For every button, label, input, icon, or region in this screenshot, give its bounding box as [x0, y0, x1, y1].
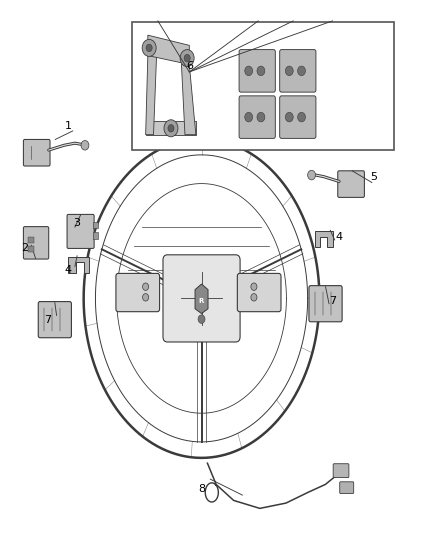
FancyBboxPatch shape [23, 140, 50, 166]
Circle shape [142, 283, 148, 290]
FancyBboxPatch shape [309, 286, 342, 322]
Circle shape [198, 315, 205, 324]
FancyBboxPatch shape [340, 482, 354, 494]
Text: R: R [199, 298, 204, 304]
Circle shape [180, 50, 194, 67]
Circle shape [142, 39, 156, 56]
Circle shape [251, 283, 257, 290]
Circle shape [257, 112, 265, 122]
Text: 4: 4 [65, 265, 72, 275]
Circle shape [297, 112, 305, 122]
Circle shape [257, 66, 265, 76]
Polygon shape [84, 139, 319, 458]
Circle shape [142, 294, 148, 301]
FancyBboxPatch shape [333, 464, 349, 478]
Polygon shape [181, 64, 196, 135]
Text: 5: 5 [371, 172, 378, 182]
Text: 7: 7 [329, 296, 336, 306]
Text: 1: 1 [65, 120, 72, 131]
Text: 2: 2 [21, 243, 28, 253]
Text: 8: 8 [198, 484, 205, 494]
Circle shape [245, 66, 253, 76]
FancyBboxPatch shape [237, 273, 281, 312]
Circle shape [245, 112, 253, 122]
Circle shape [307, 170, 315, 180]
FancyBboxPatch shape [116, 273, 159, 312]
Circle shape [251, 294, 257, 301]
Polygon shape [68, 257, 89, 273]
FancyBboxPatch shape [338, 171, 364, 197]
Polygon shape [195, 284, 208, 313]
Circle shape [184, 54, 190, 62]
FancyBboxPatch shape [280, 96, 316, 139]
FancyBboxPatch shape [163, 255, 240, 342]
Bar [93, 222, 98, 228]
Bar [132, 22, 394, 150]
Circle shape [168, 125, 174, 132]
Text: 7: 7 [44, 314, 51, 325]
Text: 6: 6 [186, 61, 193, 70]
Circle shape [297, 66, 305, 76]
Polygon shape [146, 55, 156, 135]
Polygon shape [146, 122, 196, 135]
Polygon shape [315, 231, 332, 247]
Circle shape [81, 141, 89, 150]
FancyBboxPatch shape [239, 96, 276, 139]
Circle shape [286, 66, 293, 76]
Polygon shape [148, 35, 189, 64]
FancyBboxPatch shape [23, 227, 49, 259]
Circle shape [146, 44, 152, 52]
Bar [28, 246, 34, 252]
Circle shape [164, 120, 178, 137]
Bar [93, 232, 98, 239]
Text: 3: 3 [74, 218, 81, 228]
FancyBboxPatch shape [239, 50, 276, 92]
FancyBboxPatch shape [67, 214, 94, 248]
Circle shape [286, 112, 293, 122]
FancyBboxPatch shape [38, 302, 71, 338]
FancyBboxPatch shape [280, 50, 316, 92]
Text: 4: 4 [336, 232, 343, 243]
Bar [28, 237, 34, 243]
